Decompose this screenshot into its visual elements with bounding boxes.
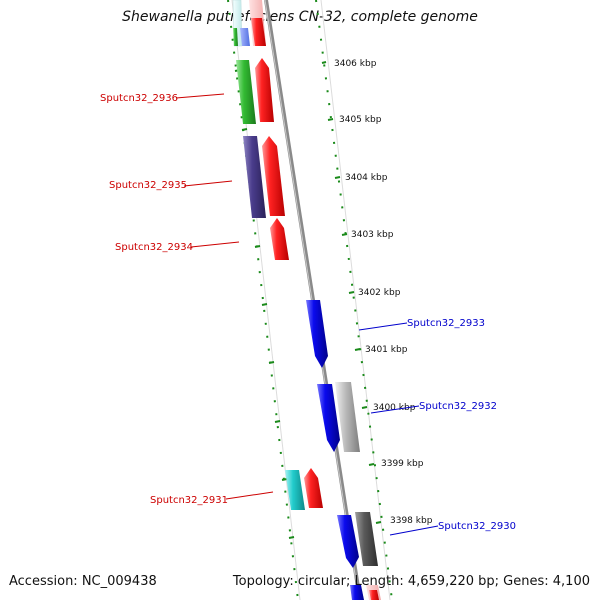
map-title: Shewanella putrefaciens CN-32, complete … <box>122 9 478 25</box>
kbp-label: 3404 kbp <box>345 173 388 183</box>
leader-line <box>190 241 240 248</box>
gene-feature-red-partial <box>369 590 379 600</box>
gene-label-sputcn32-2935[interactable]: Sputcn32_2935 <box>109 180 187 191</box>
outer-major-tick <box>334 176 341 179</box>
kbp-label: 3400 kbp <box>373 403 416 413</box>
outer-major-tick <box>327 118 334 121</box>
leader-line <box>370 405 420 414</box>
gene-feature-blue-partial <box>240 28 250 46</box>
gene-sputcn32-2932 <box>317 384 340 452</box>
kbp-label: 3405 kbp <box>339 115 382 125</box>
gene-feature-red <box>304 468 323 508</box>
gene-feature-green-partial <box>233 28 238 46</box>
leader-line <box>389 525 439 536</box>
gene-sputcn32-2931 <box>285 470 305 510</box>
gene-label-sputcn32-2931[interactable]: Sputcn32_2931 <box>150 495 228 506</box>
gene-sputcn32-2933 <box>306 300 328 368</box>
gene-feature-dark-gray <box>355 512 378 566</box>
inner-major-tick <box>281 478 288 481</box>
gene-feature-gray <box>335 382 360 452</box>
outer-major-tick <box>321 61 327 64</box>
track-edge-right <box>320 0 391 600</box>
leader-line <box>175 93 225 99</box>
kbp-label: 3402 kbp <box>358 288 401 298</box>
leader-line <box>358 322 408 331</box>
outer-major-tick <box>348 291 355 294</box>
inner-major-tick <box>274 420 281 423</box>
gene-label-sputcn32-2932[interactable]: Sputcn32_2932 <box>419 401 497 412</box>
inner-major-tick <box>288 536 295 539</box>
gene-sputcn32-2936 <box>236 60 256 124</box>
outer-major-tick <box>375 521 382 524</box>
gene-sputcn32-2934 <box>270 218 289 260</box>
gene-feature-blue-partial <box>350 585 364 600</box>
outer-major-tick <box>341 233 348 236</box>
kbp-label: 3406 kbp <box>334 59 377 69</box>
gene-feature-red <box>255 58 274 122</box>
gene-feature-red-partial <box>251 18 266 46</box>
accession-text: Accession: NC_009438 <box>9 574 157 589</box>
topology-text: Topology: circular; Length: 4,659,220 bp… <box>232 574 590 589</box>
leader-line <box>225 491 274 500</box>
gene-label-sputcn32-2934[interactable]: Sputcn32_2934 <box>115 242 193 253</box>
gene-feature-red <box>262 136 285 216</box>
outer-major-ticks <box>321 61 382 524</box>
gene-label-sputcn32-2933[interactable]: Sputcn32_2933 <box>407 318 485 329</box>
kbp-label: 3398 kbp <box>390 516 433 526</box>
outer-major-tick <box>354 348 361 351</box>
kbp-label: 3399 kbp <box>381 459 424 469</box>
gene-label-sputcn32-2930[interactable]: Sputcn32_2930 <box>438 521 516 532</box>
leader-line <box>183 180 233 187</box>
outer-scale-dots <box>315 0 393 600</box>
inner-major-tick <box>268 361 275 364</box>
gene-sputcn32-2930 <box>337 515 359 568</box>
outer-major-tick <box>361 406 368 409</box>
inner-major-tick <box>241 128 248 131</box>
gene-sputcn32-2935 <box>243 136 266 218</box>
gene-label-sputcn32-2936[interactable]: Sputcn32_2936 <box>100 93 178 104</box>
outer-major-tick <box>368 463 375 466</box>
kbp-label: 3401 kbp <box>365 345 408 355</box>
inner-major-tick <box>254 245 261 248</box>
kbp-label: 3403 kbp <box>351 230 394 240</box>
inner-major-tick <box>261 303 268 306</box>
